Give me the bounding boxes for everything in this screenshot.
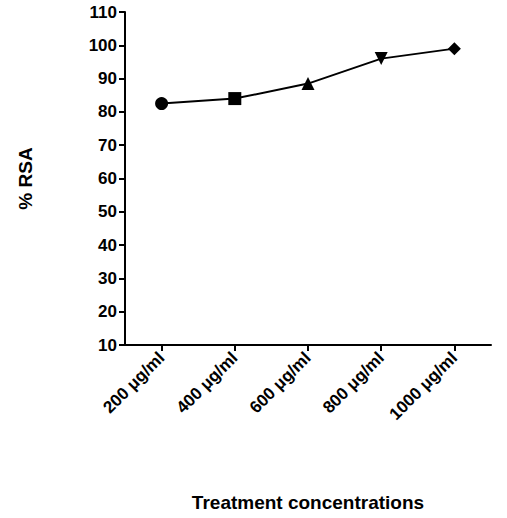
svg-text:800 μg/ml: 800 μg/ml xyxy=(319,348,388,417)
svg-text:50: 50 xyxy=(98,202,117,221)
svg-text:110: 110 xyxy=(90,3,117,22)
svg-text:Treatment concentrations: Treatment concentrations xyxy=(192,492,424,513)
svg-text:% RSA: % RSA xyxy=(15,147,36,210)
svg-text:10: 10 xyxy=(98,336,117,355)
svg-text:30: 30 xyxy=(98,269,117,288)
svg-text:200 μg/ml: 200 μg/ml xyxy=(99,348,168,417)
svg-text:20: 20 xyxy=(98,302,117,321)
svg-text:100: 100 xyxy=(89,36,117,55)
svg-text:400 μg/ml: 400 μg/ml xyxy=(173,348,242,417)
svg-text:40: 40 xyxy=(98,236,117,255)
svg-text:60: 60 xyxy=(98,169,117,188)
svg-text:1000 μg/ml: 1000 μg/ml xyxy=(386,348,462,424)
svg-text:90: 90 xyxy=(98,69,117,88)
svg-text:80: 80 xyxy=(98,102,117,121)
svg-text:70: 70 xyxy=(98,136,117,155)
svg-text:600 μg/ml: 600 μg/ml xyxy=(246,348,315,417)
